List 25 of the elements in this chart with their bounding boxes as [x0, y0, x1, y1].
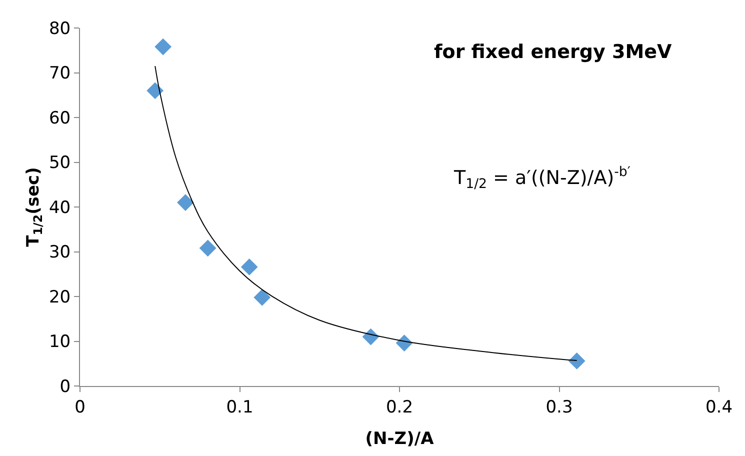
- point: [146, 82, 164, 100]
- x-tick-label: 0: [74, 397, 86, 418]
- y-tick-label: 10: [48, 332, 71, 352]
- annotation: for fixed energy 3MeV: [434, 41, 672, 63]
- point: [199, 240, 216, 257]
- point: [154, 38, 172, 56]
- x-tick-label: 0.2: [386, 397, 414, 418]
- y-tick-label: 20: [48, 287, 71, 308]
- point: [240, 258, 258, 276]
- y-tick-label: 0: [60, 376, 71, 397]
- point: [396, 334, 413, 352]
- annotation: T$_{1/2}$ = a′((N-Z)/A)$^{-b′}$: [453, 165, 630, 192]
- x-tick-label: 0.3: [546, 397, 573, 418]
- y-tick-label: 80: [48, 18, 71, 39]
- y-tick-label: 70: [48, 64, 71, 84]
- point: [176, 194, 194, 211]
- x-tick-label: 0.1: [226, 397, 254, 418]
- x-axis-title: (N-Z)/A: [365, 428, 435, 449]
- y-tick-label: 50: [48, 153, 71, 174]
- y-tick-label: 40: [48, 198, 71, 218]
- y-tick-label: 30: [48, 242, 71, 263]
- point: [254, 288, 271, 306]
- y-tick-label: 60: [48, 108, 71, 128]
- x-tick-label: 0.4: [705, 397, 733, 418]
- point: [568, 352, 586, 370]
